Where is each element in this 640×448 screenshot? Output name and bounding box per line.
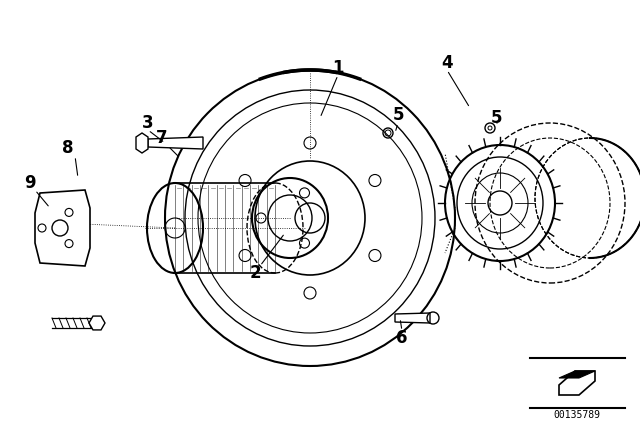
- Polygon shape: [559, 371, 595, 378]
- Polygon shape: [136, 133, 148, 153]
- Text: 6: 6: [396, 329, 408, 347]
- Text: 7: 7: [156, 129, 168, 147]
- Polygon shape: [559, 371, 595, 395]
- Text: 3: 3: [142, 114, 154, 132]
- Polygon shape: [89, 316, 105, 330]
- Text: 5: 5: [492, 109, 503, 127]
- Text: 5: 5: [392, 106, 404, 124]
- Polygon shape: [35, 190, 90, 266]
- Text: 4: 4: [441, 54, 453, 72]
- Text: 1: 1: [332, 59, 344, 77]
- Polygon shape: [395, 313, 430, 323]
- Text: 00135789: 00135789: [554, 410, 600, 420]
- Text: 8: 8: [62, 139, 74, 157]
- Text: 9: 9: [24, 174, 36, 192]
- Polygon shape: [148, 137, 203, 149]
- Text: 2: 2: [249, 264, 261, 282]
